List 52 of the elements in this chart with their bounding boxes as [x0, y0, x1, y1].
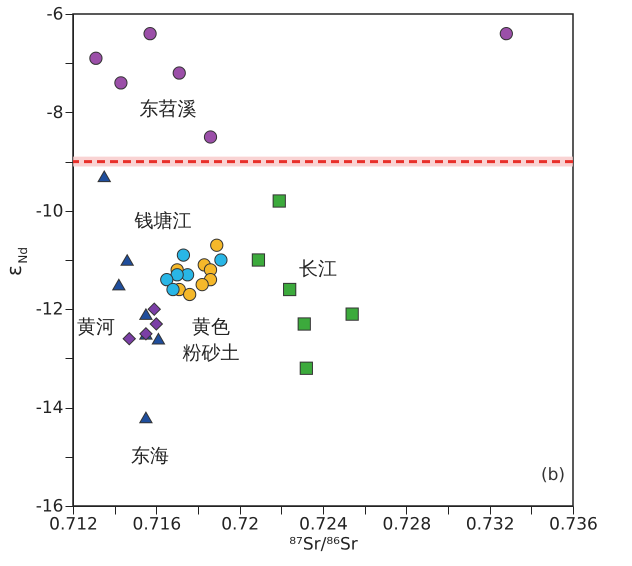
y-axis-title: εNd	[2, 247, 30, 276]
point	[120, 254, 134, 266]
x-tick-label: 0.724	[299, 514, 348, 534]
point	[114, 76, 128, 90]
x-tick-label: 0.712	[49, 514, 98, 534]
annotation: 长江	[299, 258, 337, 280]
point	[152, 332, 166, 345]
x-tick-label: 0.72	[221, 514, 260, 534]
point	[214, 253, 228, 267]
y-tick-label: -8	[46, 102, 64, 123]
point	[122, 332, 136, 346]
annotation: 东苕溪	[140, 98, 196, 120]
point	[112, 278, 126, 290]
point	[176, 248, 190, 262]
annotation: (b)	[540, 465, 565, 485]
point	[210, 238, 224, 252]
point	[196, 278, 209, 292]
annotation: 东海	[131, 445, 169, 467]
point	[500, 27, 513, 40]
point	[170, 268, 184, 282]
y-tick-label: -10	[36, 201, 64, 222]
point	[346, 307, 359, 321]
point	[166, 282, 180, 296]
point	[150, 317, 163, 331]
point	[89, 52, 103, 65]
point	[300, 362, 313, 375]
x-axis-title: ⁸⁷Sr/⁸⁶Sr	[289, 534, 358, 554]
point	[252, 253, 266, 267]
x-tick-label: 0.716	[132, 514, 182, 534]
annotation: 黄色	[192, 316, 230, 338]
point	[298, 317, 311, 331]
y-tick-label: -12	[36, 300, 64, 320]
point	[204, 130, 218, 144]
point	[283, 282, 296, 296]
x-tick-label: 0.728	[382, 514, 432, 534]
point	[148, 302, 161, 316]
point	[139, 412, 153, 424]
point	[272, 194, 286, 208]
y-tick-label: -16	[36, 496, 64, 516]
annotation: 钱塘江	[134, 210, 192, 232]
x-tick-label: 0.732	[466, 514, 515, 534]
annotation: 粉砂土	[182, 342, 240, 364]
point	[143, 27, 157, 40]
point	[98, 170, 111, 182]
x-tick-label: 0.736	[549, 514, 598, 534]
annotation: 黄河	[77, 316, 115, 338]
point	[172, 66, 186, 80]
y-tick-label: -6	[46, 4, 64, 24]
point	[183, 288, 196, 302]
point	[139, 308, 153, 320]
y-tick-label: -14	[36, 398, 64, 418]
point	[160, 273, 174, 286]
